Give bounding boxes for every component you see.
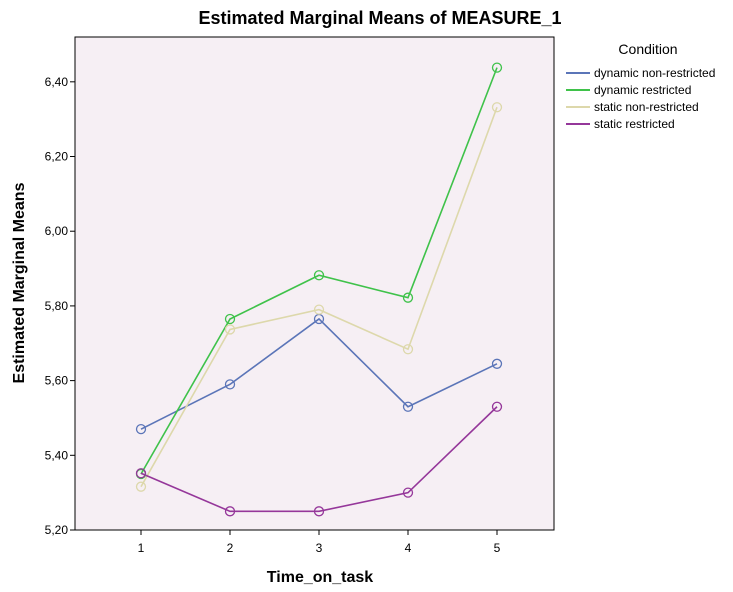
legend-label: dynamic non-restricted [594, 66, 715, 80]
data-point [402, 344, 414, 355]
data-point [491, 62, 503, 73]
x-tick-label: 3 [316, 541, 323, 555]
y-tick-label: 5,40 [45, 448, 69, 462]
y-tick-label: 6,20 [45, 150, 69, 164]
legend-label: dynamic restricted [594, 83, 691, 97]
legend: dynamic non-restricted dynamic restricted… [566, 66, 715, 131]
plot-area [74, 36, 555, 531]
data-point [402, 292, 414, 303]
data-point [224, 313, 236, 325]
x-tick-label: 1 [138, 541, 145, 555]
x-axis: 1 2 3 4 5 [138, 530, 501, 555]
y-axis-title: Estimated Marginal Means [11, 182, 28, 383]
data-point [135, 424, 147, 435]
x-tick-label: 2 [227, 541, 234, 555]
points-group [135, 62, 503, 517]
data-point [491, 102, 503, 113]
data-point [402, 487, 414, 498]
legend-title: Condition [618, 41, 677, 57]
series-line-4 [140, 406, 498, 513]
x-tick-label: 5 [494, 541, 501, 555]
series-line-1 [140, 317, 498, 430]
data-point [135, 468, 147, 479]
legend-label: static restricted [594, 117, 675, 131]
data-point [313, 506, 325, 517]
y-tick-label: 6,00 [45, 224, 69, 238]
y-tick-label: 5,80 [45, 299, 69, 313]
x-axis-title: Time_on_task [267, 569, 374, 586]
y-tick-label: 5,60 [45, 374, 69, 388]
data-point [224, 324, 236, 335]
data-point [491, 401, 503, 412]
data-point [313, 304, 325, 315]
data-point [224, 379, 236, 390]
data-point [491, 358, 503, 369]
legend-label: static non-restricted [594, 100, 699, 114]
series-line-2 [140, 67, 498, 475]
chart-title: Estimated Marginal Means of MEASURE_1 [198, 8, 561, 28]
series-line-3 [140, 106, 498, 488]
data-point [135, 481, 147, 492]
data-point [224, 506, 236, 517]
data-point [313, 270, 325, 281]
y-tick-label: 6,40 [45, 75, 69, 89]
series-group [140, 67, 498, 513]
data-point [402, 401, 414, 412]
x-tick-label: 4 [405, 541, 412, 555]
y-axis: 5,20 5,40 5,60 5,80 6,00 6,20 6,40 [45, 75, 75, 537]
y-tick-label: 5,20 [45, 523, 69, 537]
